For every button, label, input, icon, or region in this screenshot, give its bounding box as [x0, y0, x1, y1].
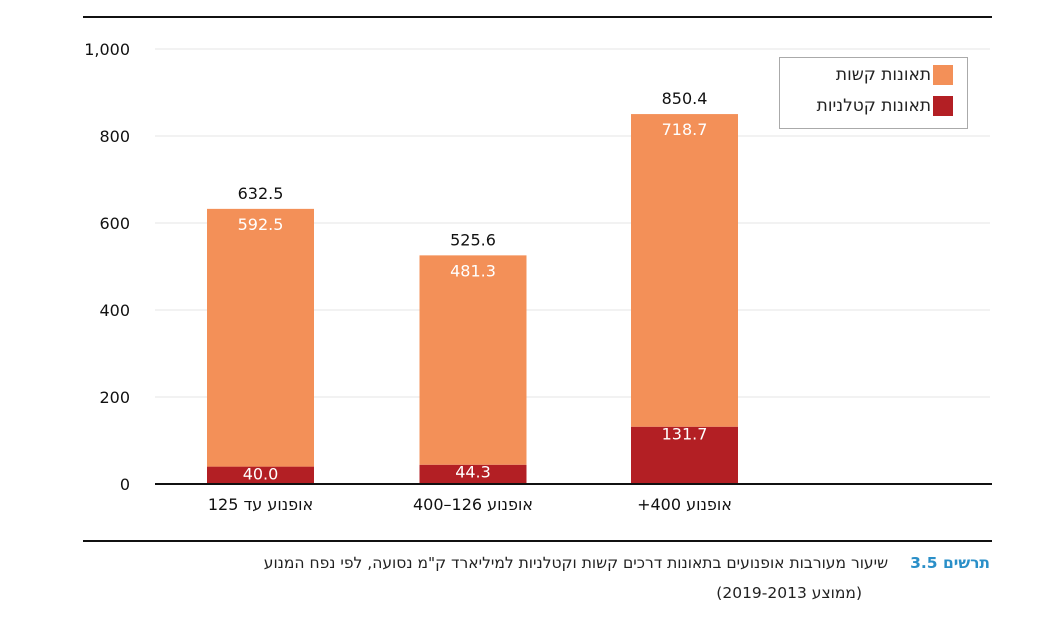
figure-number: תרשים 3.5 — [910, 554, 990, 572]
value-label-fatal: 44.3 — [455, 463, 491, 482]
y-tick-label: 400 — [99, 301, 130, 320]
total-label: 850.4 — [662, 89, 708, 108]
legend: תאונות קשות תאונות קטלניות — [779, 57, 968, 129]
y-tick-label: 0 — [120, 475, 130, 494]
y-tick-label: 800 — [99, 127, 130, 146]
value-label-severe: 592.5 — [238, 215, 284, 234]
x-tick-label: אופנוע עד 125 — [208, 495, 313, 514]
legend-item-severe: תאונות קשות — [780, 61, 967, 89]
value-label-severe: 718.7 — [662, 120, 708, 139]
bar-fatal — [419, 464, 527, 484]
y-tick-label: 200 — [99, 388, 130, 407]
value-label-fatal: 40.0 — [243, 465, 279, 484]
figure-title: שיעור מעורבות אופנועים בתאונות דרכים קשו… — [263, 554, 889, 572]
bar-severe — [419, 255, 527, 465]
value-label-severe: 481.3 — [450, 261, 496, 280]
total-label: 632.5 — [238, 184, 284, 203]
bar-fatal — [631, 426, 738, 484]
bar-fatal — [207, 466, 314, 484]
figure-caption: תרשים 3.5 שיעור מעורבות אופנועים בתאונות … — [90, 554, 990, 602]
total-label: 525.6 — [450, 230, 496, 249]
legend-label: תאונות קטלניות — [816, 96, 931, 116]
figure-subtitle: (ממוצע 2019-2013) — [716, 584, 862, 602]
y-tick-label: 1,000 — [84, 40, 130, 59]
legend-swatch-severe — [933, 65, 953, 85]
y-tick-label: 600 — [99, 214, 130, 233]
x-tick-label: אופנוע 400+ — [637, 495, 732, 514]
value-label-fatal: 131.7 — [662, 425, 708, 444]
bar-severe — [207, 208, 314, 467]
legend-item-fatal: תאונות קטלניות — [780, 92, 967, 120]
legend-label: תאונות קשות — [835, 65, 931, 85]
x-tick-label: אופנוע 126–400 — [413, 495, 533, 514]
legend-swatch-fatal — [933, 96, 953, 116]
bar-severe — [631, 114, 738, 427]
